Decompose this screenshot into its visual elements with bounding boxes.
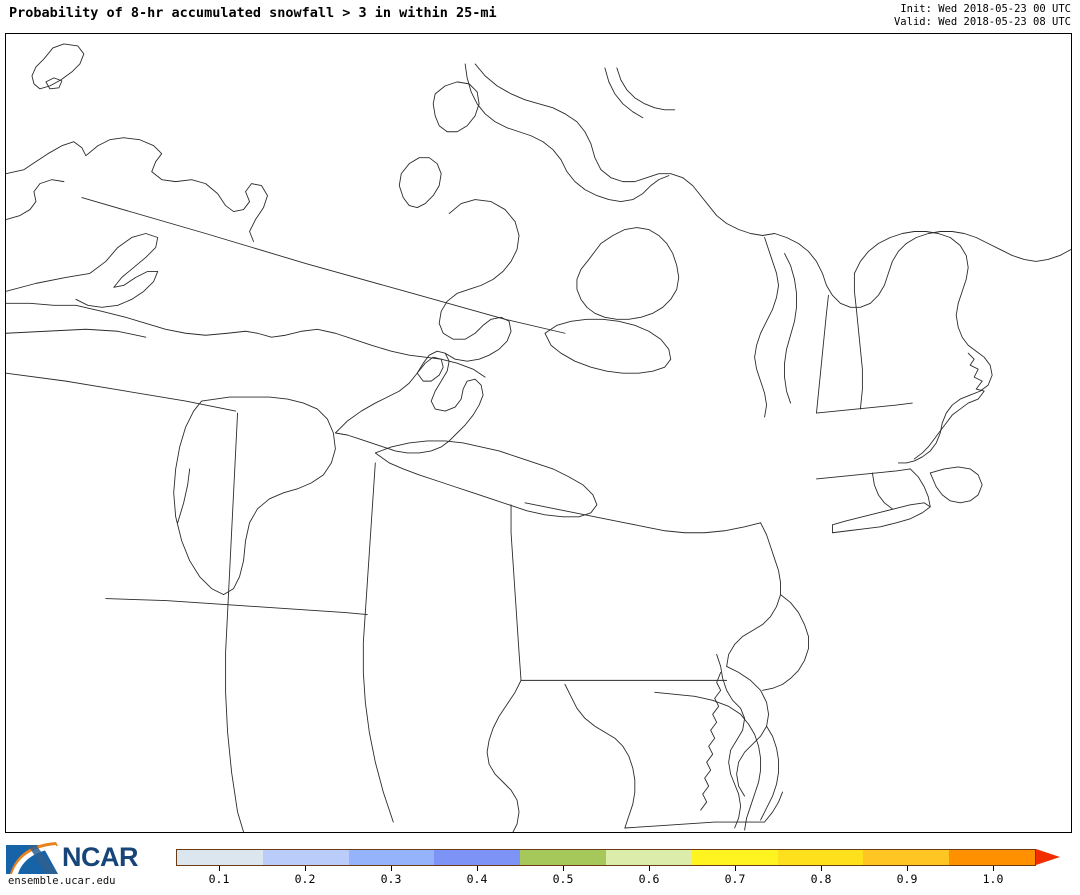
colorbar-tick (735, 866, 736, 871)
page-title: Probability of 8-hr accumulated snowfall… (9, 5, 497, 21)
ncar-logo[interactable]: NCAR ensemble.ucar.edu (4, 841, 166, 893)
colorbar-tick (563, 866, 564, 871)
colorbar-tick-label: 0.6 (638, 872, 660, 886)
colorbar-tick-label: 0.2 (294, 872, 316, 886)
forecast-metadata: Init: Wed 2018-05-23 00 UTC Valid: Wed 2… (894, 3, 1071, 28)
colorbar-tick (993, 866, 994, 871)
colorbar-tick (391, 866, 392, 871)
colorbar[interactable]: 0.1 0.2 0.3 0.4 0.5 0.6 0.7 0.8 0.9 1.0 (176, 849, 1072, 895)
colorbar-band-0.5-0.6 (520, 850, 606, 865)
colorbar-tick (219, 866, 220, 871)
colorbar-band-0.3-0.4 (348, 850, 435, 865)
colorbar-band-0.7-0.8 (691, 850, 778, 865)
colorbar-band-0.2-0.3 (262, 850, 349, 865)
colorbar-tick (305, 866, 306, 871)
ncar-logo-text: NCAR (62, 842, 139, 872)
colorbar-tick (477, 866, 478, 871)
init-time-label: Init: Wed 2018-05-23 00 UTC (900, 3, 1071, 15)
valid-time-label: Valid: Wed 2018-05-23 08 UTC (893, 15, 1071, 28)
colorbar-band-0.9-1.0 (863, 850, 950, 865)
colorbar-tick-label: 1.0 (982, 872, 1004, 886)
colorbar-band-0.8-0.9 (777, 850, 864, 865)
colorbar-tick-label: 0.7 (724, 872, 746, 886)
colorbar-gradient (176, 849, 1036, 866)
map-geography (6, 43, 1071, 832)
colorbar-tick-label: 0.3 (380, 872, 402, 886)
ncar-logo-mark (6, 842, 58, 874)
colorbar-band-0.4-0.5 (434, 850, 521, 865)
colorbar-tick-label: 0.4 (466, 872, 488, 886)
colorbar-band-1.0+ (949, 850, 1035, 865)
footer: NCAR ensemble.ucar.edu 0.1 0.2 0.3 0.4 0.5 0.… (0, 838, 1080, 895)
colorbar-tick-label: 0.1 (208, 872, 230, 886)
colorbar-band-0.1-0.2 (177, 850, 263, 865)
map-panel[interactable] (5, 33, 1072, 833)
colorbar-tick (907, 866, 908, 871)
ncar-logo-url: ensemble.ucar.edu (8, 875, 116, 887)
colorbar-tick-label: 0.5 (552, 872, 574, 886)
colorbar-tick (821, 866, 822, 871)
colorbar-max-arrow (1036, 849, 1060, 865)
colorbar-tick-label: 0.8 (810, 872, 832, 886)
colorbar-band-0.6-0.7 (605, 850, 692, 865)
colorbar-tick-label: 0.9 (896, 872, 918, 886)
colorbar-tick (649, 866, 650, 871)
